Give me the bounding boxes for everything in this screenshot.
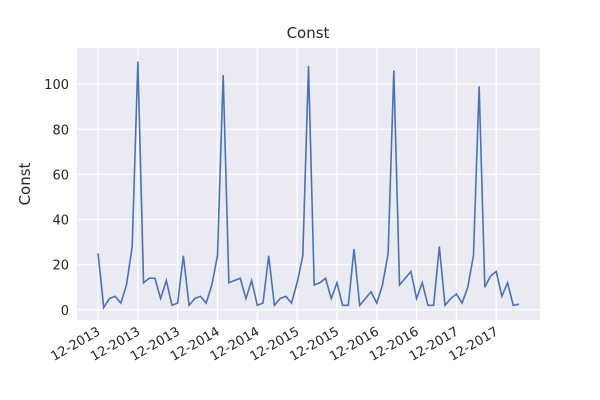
y-tick-label: 0 [61, 304, 69, 319]
y-axis-label: Const [16, 162, 34, 205]
y-tick-label: 40 [52, 214, 69, 229]
y-tick-label: 20 [52, 259, 69, 274]
y-tick-label: 100 [44, 78, 69, 93]
y-tick-label: 80 [52, 123, 69, 138]
line [97, 61, 520, 310]
chart-title: Const [287, 24, 330, 42]
y-tick-label: 60 [52, 168, 69, 183]
